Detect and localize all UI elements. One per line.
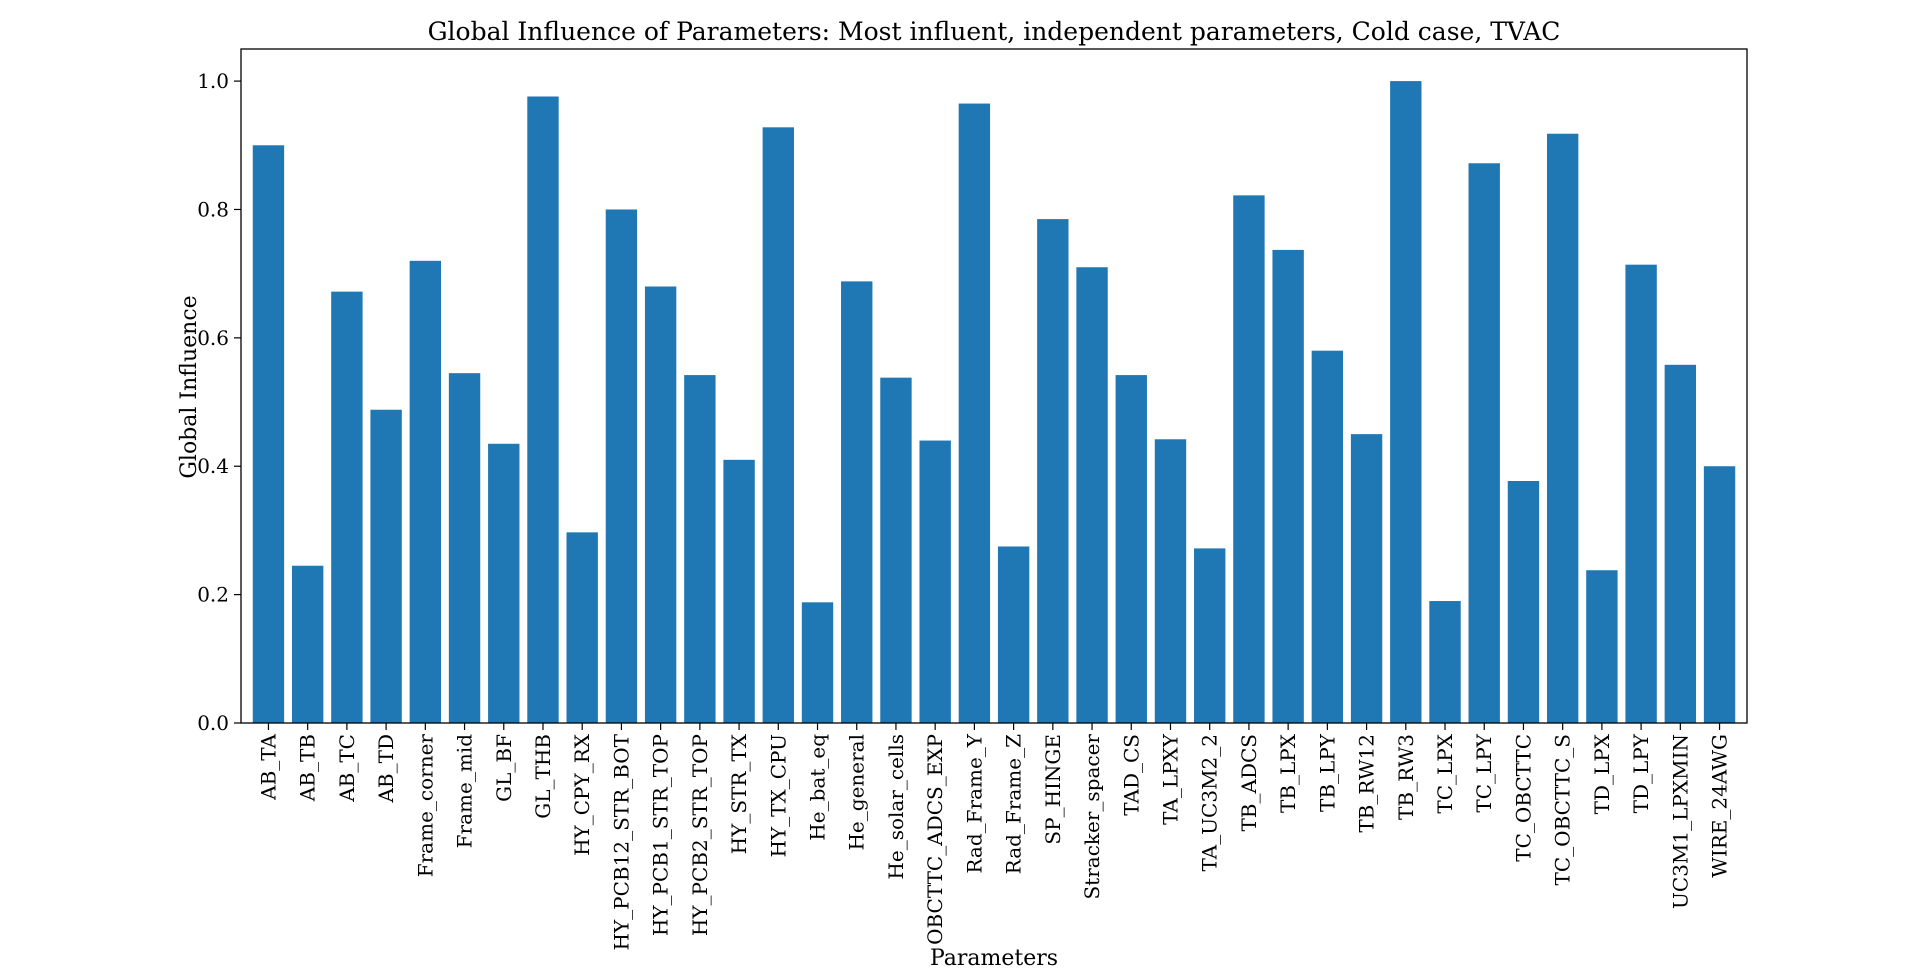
x-tick-label: HY_PCB2_STR_TOP bbox=[688, 734, 712, 936]
bar-hy_pcb2_str_top bbox=[684, 375, 716, 723]
bar-uc3m1_lpxmin bbox=[1664, 364, 1697, 723]
x-tick-label: Frame_corner bbox=[413, 734, 437, 878]
x-tick-label: TB_RW12 bbox=[1355, 734, 1379, 833]
bar-tb_lpx bbox=[1272, 249, 1304, 723]
x-tick-label: TB_RW3 bbox=[1394, 734, 1418, 820]
x-tick-label: GL_BF bbox=[492, 734, 516, 802]
bar-tb_rw3 bbox=[1390, 81, 1422, 724]
bar-hy_cpy_rx bbox=[566, 532, 598, 723]
bar-tb_lpy bbox=[1311, 350, 1344, 723]
x-tick-label: HY_PCB1_STR_TOP bbox=[649, 734, 673, 936]
x-tick-label: AB_TD bbox=[374, 734, 398, 804]
x-ticks-layer: AB_TA AB_TB AB_TC AB_TD Frame_corner Frame_mi… bbox=[256, 723, 1732, 950]
bar-he_bat_eq bbox=[801, 602, 834, 723]
x-tick-label: SP_HINGE bbox=[1041, 734, 1065, 845]
x-tick-label: TC_LPX bbox=[1433, 733, 1457, 813]
bar-tb_rw12 bbox=[1350, 434, 1383, 723]
x-tick-label: He_general bbox=[845, 734, 869, 851]
bar-tad_cs bbox=[1115, 375, 1147, 723]
bar-tc_obcttc_s bbox=[1546, 133, 1579, 723]
bar-obcttc_adcs_exp bbox=[919, 440, 951, 723]
x-tick-label: GL_THB bbox=[531, 734, 555, 819]
bar-ta_lpxy bbox=[1154, 439, 1187, 723]
bar-ta_uc3m2_2 bbox=[1194, 548, 1226, 723]
x-tick-label: TA_LPXY bbox=[1158, 733, 1182, 825]
chart-title: Global Influence of Parameters: Most inf… bbox=[428, 17, 1561, 46]
bar-hy_pcb12_str_bot bbox=[605, 209, 638, 723]
bar-tc_lpy bbox=[1468, 163, 1500, 724]
x-tick-label: TB_LPX bbox=[1276, 733, 1300, 813]
y-tick-label: 0.8 bbox=[197, 197, 229, 221]
x-tick-label: WIRE_24AWG bbox=[1708, 734, 1732, 878]
plot-frame bbox=[240, 48, 1748, 724]
x-tick-label: HY_TX_CPU bbox=[766, 734, 790, 858]
x-axis-label: Parameters bbox=[930, 946, 1058, 971]
x-tick-label: AB_TA bbox=[256, 733, 280, 800]
bar-rad_frame_z bbox=[997, 546, 1030, 723]
x-tick-label: TB_LPY bbox=[1315, 733, 1339, 812]
x-tick-label: Frame_mid bbox=[453, 734, 477, 849]
y-tick-label: 1.0 bbox=[197, 69, 229, 93]
bar-frame_mid bbox=[448, 373, 481, 723]
bar-stracker_spacer bbox=[1076, 267, 1108, 723]
bar-ab_tb bbox=[291, 565, 324, 723]
y-tick-label: 0.6 bbox=[197, 326, 229, 350]
y-tick-label: 0.0 bbox=[197, 711, 229, 735]
x-tick-label: OBCTTC_ADCS_EXP bbox=[923, 734, 947, 945]
bar-wire_24awg bbox=[1703, 466, 1736, 723]
bar-gl_bf bbox=[488, 443, 520, 723]
bar-he_general bbox=[841, 281, 873, 723]
y-tick-label: 0.2 bbox=[197, 583, 229, 607]
x-tick-label: TB_ADCS bbox=[1237, 734, 1261, 832]
x-tick-label: UC3M1_LPXMIN bbox=[1668, 734, 1692, 909]
bars-layer bbox=[252, 81, 1736, 724]
bar-ab_tc bbox=[331, 291, 363, 723]
bar-tc_lpx bbox=[1429, 601, 1461, 723]
x-tick-label: He_bat_eq bbox=[806, 734, 830, 841]
x-tick-label: TC_LPY bbox=[1472, 733, 1496, 812]
y-axis-label: Global Influence bbox=[177, 295, 202, 478]
bar-ab_ta bbox=[252, 145, 285, 724]
bar-hy_str_tx bbox=[723, 459, 755, 723]
x-tick-label: HY_STR_TX bbox=[727, 733, 751, 854]
x-tick-label: TAD_CS bbox=[1119, 734, 1143, 816]
x-tick-label: AB_TC bbox=[335, 734, 359, 803]
x-tick-label: TD_LPX bbox=[1590, 733, 1614, 814]
x-tick-label: TC_OBCTTC_S bbox=[1551, 734, 1575, 885]
bar-td_lpy bbox=[1625, 264, 1657, 723]
bar-hy_tx_cpu bbox=[762, 127, 794, 723]
bar-tb_adcs bbox=[1233, 195, 1265, 724]
bar-hy_pcb1_str_top bbox=[644, 286, 677, 723]
x-tick-label: Stracker_spacer bbox=[1080, 734, 1104, 900]
bar-sp_hinge bbox=[1037, 219, 1069, 723]
x-tick-label: HY_CPY_RX bbox=[570, 733, 594, 856]
x-tick-label: Rad_Frame_Z bbox=[1002, 734, 1026, 874]
bar-rad_frame_y bbox=[958, 103, 991, 724]
y-tick-label: 0.4 bbox=[197, 454, 229, 478]
x-tick-label: TD_LPY bbox=[1629, 733, 1653, 813]
bar-gl_thb bbox=[527, 96, 559, 723]
bar-td_lpx bbox=[1586, 570, 1618, 723]
bar-he_solar_cells bbox=[880, 377, 912, 723]
bar-ab_td bbox=[370, 409, 402, 723]
x-tick-label: Rad_Frame_Y bbox=[962, 733, 986, 873]
y-ticks-layer: 0.0 0.2 0.4 0.6 0.8 1.0 bbox=[197, 69, 241, 735]
x-tick-label: TC_OBCTTC bbox=[1511, 734, 1535, 862]
x-tick-label: AB_TB bbox=[296, 734, 320, 802]
x-tick-label: He_solar_cells bbox=[884, 734, 908, 880]
bar-frame_corner bbox=[409, 260, 442, 723]
x-tick-label: HY_PCB12_STR_BOT bbox=[609, 733, 633, 950]
x-tick-label: TA_UC3M2_2 bbox=[1198, 734, 1222, 872]
bar-tc_obcttc bbox=[1507, 481, 1540, 723]
